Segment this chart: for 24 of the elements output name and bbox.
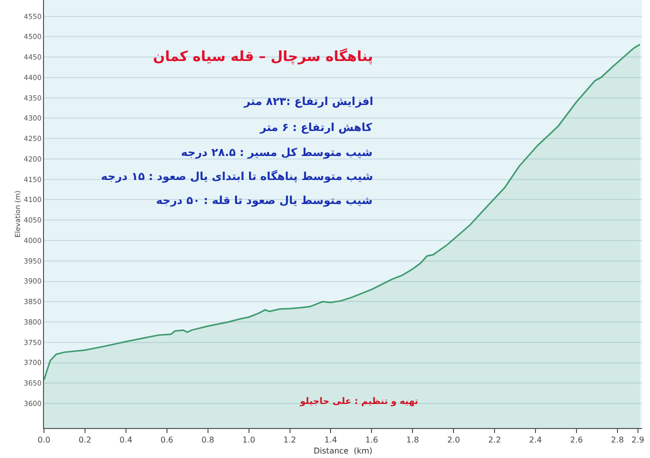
- x-tick-label: 2.6: [570, 436, 583, 445]
- x-tick-label: 0.8: [201, 436, 214, 445]
- x-tick-label: 2.2: [488, 436, 501, 445]
- x-tick-label: 1.6: [365, 436, 378, 445]
- annotation: شیب متوسط پناهگاه تا ابتدای یال صعود : ۱۵ درجه: [101, 170, 374, 183]
- x-tick-label: 0.2: [78, 436, 92, 445]
- x-tick-label: 1.0: [242, 436, 256, 445]
- annotation: کاهش ارتفاع : ۶ متر: [259, 121, 373, 134]
- x-tick-label: 2.9: [632, 436, 644, 445]
- x-tick-label: 2.0: [447, 436, 460, 445]
- x-axis-title: Distance (km): [314, 446, 372, 456]
- x-tick-label: 1.8: [406, 436, 419, 445]
- x-tick-label: 0.0: [38, 436, 50, 445]
- annotation: افزایش ارتفاع :۸۲۳ متر: [243, 95, 374, 108]
- x-tick-label: 2.4: [529, 436, 542, 445]
- x-tick-label: 1.2: [283, 436, 296, 445]
- x-tick-label: 0.6: [160, 436, 174, 445]
- annotation: شیب متوسط یال صعود تا قله : ۵۰ درجه: [156, 194, 373, 207]
- x-tick-label: 2.8: [611, 436, 624, 445]
- annotation: شیب متوسط کل مسیر : ۲۸.۵ درجه: [181, 146, 373, 159]
- annotation: تهیه و تنظیم : علی حاجیلو: [299, 397, 418, 407]
- x-tick-label: 1.4: [324, 436, 338, 445]
- text: پناهگاه سرچال – قله سیاه کمان: [153, 48, 374, 65]
- x-tick-label: 0.4: [120, 436, 132, 445]
